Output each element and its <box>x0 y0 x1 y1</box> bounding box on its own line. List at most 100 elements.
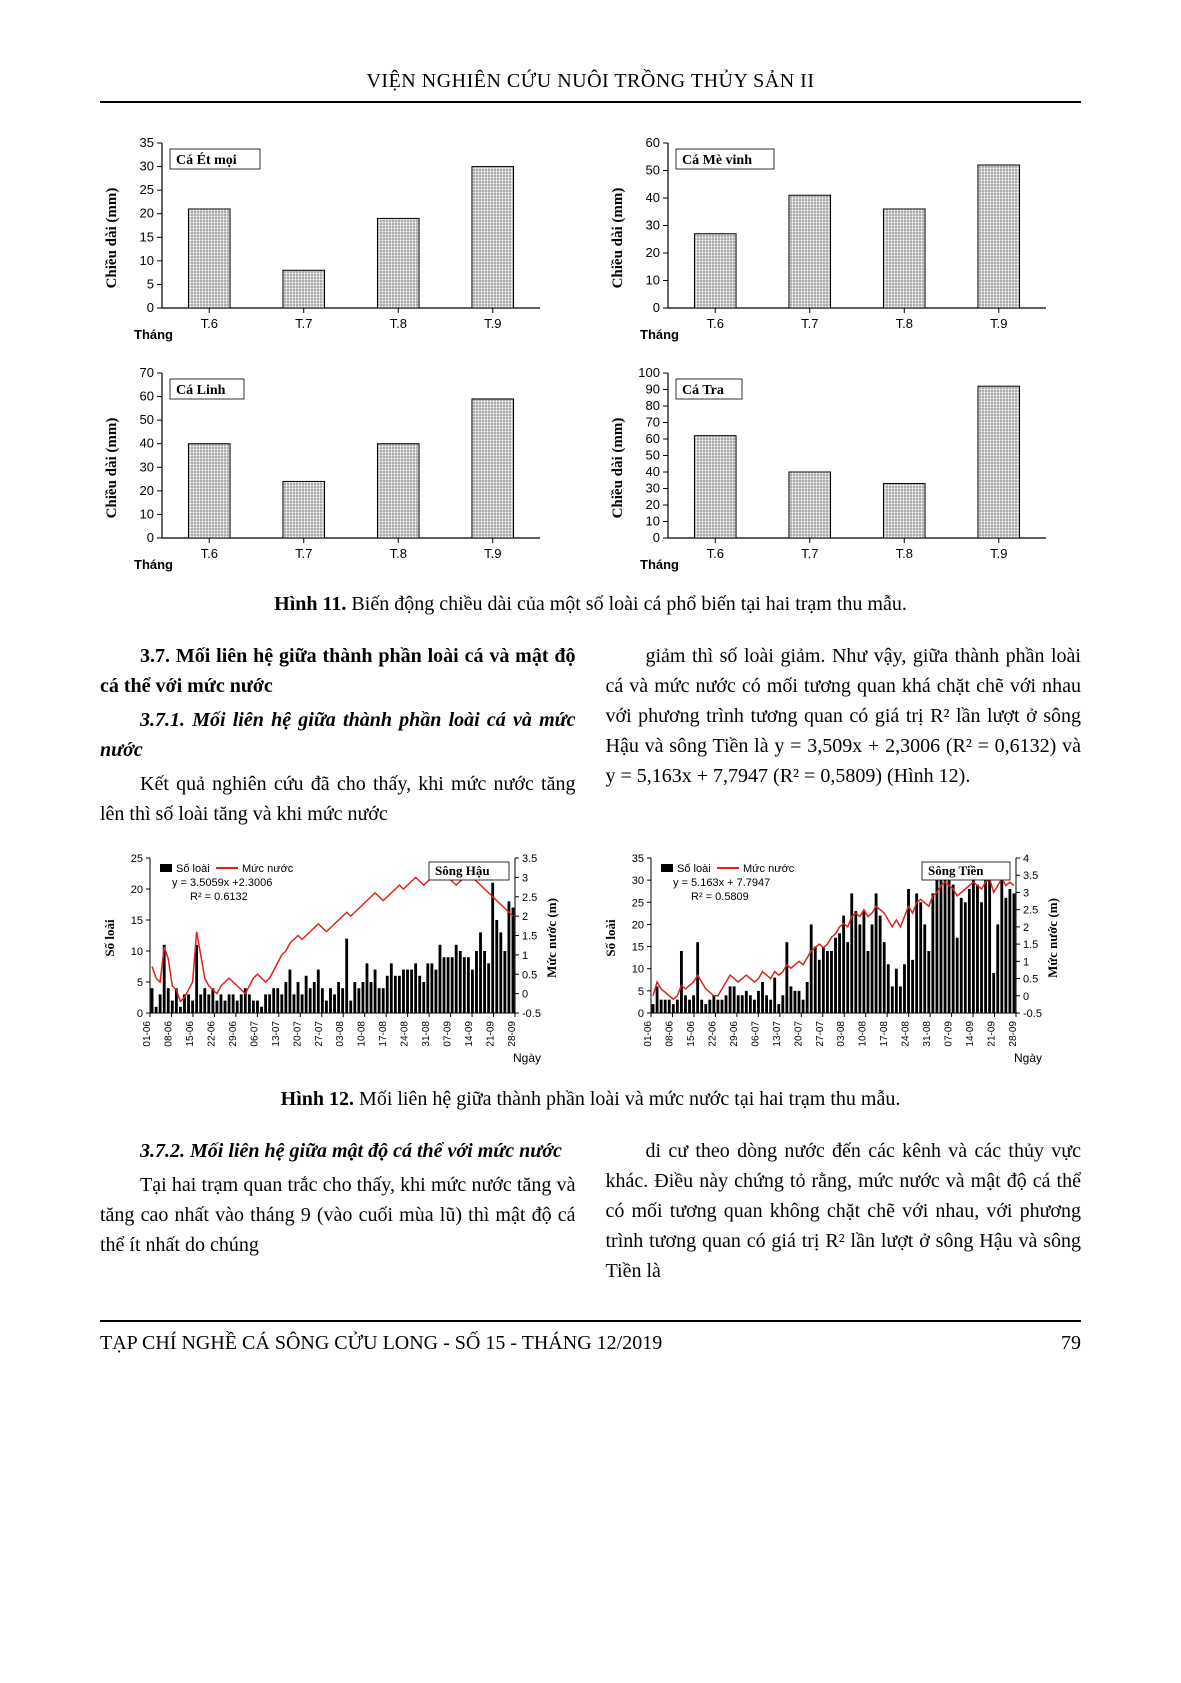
svg-text:08-06: 08-06 <box>664 1021 675 1047</box>
text-block-1-right: giảm thì số loài giảm. Như vậy, giữa thà… <box>606 641 1082 833</box>
svg-text:22-06: 22-06 <box>707 1021 718 1047</box>
page-header: VIỆN NGHIÊN CỨU NUÔI TRỒNG THỦY SẢN II <box>100 70 1081 93</box>
svg-text:10: 10 <box>140 253 154 268</box>
svg-text:30: 30 <box>631 875 643 887</box>
svg-text:21-09: 21-09 <box>486 1021 497 1047</box>
svg-text:R² = 0.6132: R² = 0.6132 <box>190 891 248 903</box>
svg-text:y = 3.5059x +2.3006: y = 3.5059x +2.3006 <box>172 877 272 889</box>
svg-text:80: 80 <box>645 398 659 413</box>
svg-text:T.6: T.6 <box>706 546 723 561</box>
svg-text:Số loài: Số loài <box>176 863 210 875</box>
svg-text:Ngày: Ngày <box>513 1051 541 1065</box>
svg-text:Mức nước (m): Mức nước (m) <box>544 898 559 978</box>
footer-page-number: 79 <box>1061 1332 1081 1355</box>
svg-text:17-08: 17-08 <box>879 1021 890 1047</box>
figure-11-caption: Hình 11. Biến động chiều dài của một số … <box>100 593 1081 616</box>
footer-journal: TẠP CHÍ NGHỀ CÁ SÔNG CỬU LONG - SỐ 15 - … <box>100 1332 662 1355</box>
bar-chart: 010203040506070T.6T.7T.8T.9Cá LinhChiều … <box>100 363 576 573</box>
svg-text:0.5: 0.5 <box>522 969 537 981</box>
svg-text:60: 60 <box>140 389 154 404</box>
svg-text:5: 5 <box>637 986 643 998</box>
svg-text:17-08: 17-08 <box>378 1021 389 1047</box>
svg-text:-0.5: -0.5 <box>522 1008 541 1020</box>
svg-text:2: 2 <box>522 911 528 923</box>
svg-text:T.6: T.6 <box>201 546 218 561</box>
svg-text:Số loài: Số loài <box>102 919 117 957</box>
svg-text:25: 25 <box>140 182 154 197</box>
text-block-2-right: di cư theo dòng nước đến các kênh và các… <box>606 1136 1082 1290</box>
svg-text:100: 100 <box>638 365 660 380</box>
svg-text:01-06: 01-06 <box>142 1021 153 1047</box>
figure-11-caption-prefix: Hình 11. <box>274 593 346 615</box>
figure-12-caption-text: Mối liên hệ giữa thành phần loài và mức … <box>354 1088 900 1110</box>
svg-text:1: 1 <box>1023 956 1029 968</box>
bar-chart: 0102030405060708090100T.6T.7T.8T.9Cá Tra… <box>606 363 1082 573</box>
svg-text:29-06: 29-06 <box>228 1021 239 1047</box>
text-block-1-left: 3.7. Mối liên hệ giữa thành phần loài cá… <box>100 641 576 833</box>
svg-text:08-06: 08-06 <box>163 1021 174 1047</box>
svg-text:T.7: T.7 <box>295 316 312 331</box>
combo-chart: 05101520253035-0.500.511.522.533.5401-06… <box>601 848 1082 1073</box>
svg-text:Tháng: Tháng <box>640 557 679 572</box>
svg-text:30: 30 <box>645 218 659 233</box>
section-3-7-1-title: 3.7.1. Mối liên hệ giữa thành phần loài … <box>100 705 576 765</box>
svg-text:Mức nước: Mức nước <box>743 863 795 875</box>
para-3-7-1-right: giảm thì số loài giảm. Như vậy, giữa thà… <box>606 641 1082 791</box>
svg-text:31-08: 31-08 <box>922 1021 933 1047</box>
svg-text:0: 0 <box>652 300 659 315</box>
header-rule <box>100 101 1081 103</box>
svg-text:Cá Tra: Cá Tra <box>682 383 724 398</box>
page-footer: TẠP CHÍ NGHỀ CÁ SÔNG CỬU LONG - SỐ 15 - … <box>100 1332 1081 1355</box>
svg-text:Sông Tiền: Sông Tiền <box>928 863 984 878</box>
svg-text:50: 50 <box>140 412 154 427</box>
svg-text:15: 15 <box>140 229 154 244</box>
svg-text:20-07: 20-07 <box>292 1021 303 1047</box>
text-block-2: 3.7.2. Mối liên hệ giữa mật độ cá thể vớ… <box>100 1136 1081 1290</box>
svg-text:24-08: 24-08 <box>400 1021 411 1047</box>
svg-text:Ngày: Ngày <box>1013 1051 1041 1065</box>
svg-text:20: 20 <box>140 483 154 498</box>
svg-text:y = 5.163x + 7.7947: y = 5.163x + 7.7947 <box>673 877 770 889</box>
svg-text:T.9: T.9 <box>484 316 501 331</box>
svg-text:5: 5 <box>137 977 143 989</box>
svg-text:0: 0 <box>147 300 154 315</box>
svg-text:60: 60 <box>645 431 659 446</box>
svg-text:07-09: 07-09 <box>443 1021 454 1047</box>
figure-12-caption-prefix: Hình 12. <box>281 1088 354 1110</box>
svg-text:T.8: T.8 <box>895 316 912 331</box>
svg-text:T.8: T.8 <box>390 316 407 331</box>
svg-text:30: 30 <box>645 481 659 496</box>
svg-text:T.6: T.6 <box>706 316 723 331</box>
svg-text:Tháng: Tháng <box>134 327 173 342</box>
svg-text:10-08: 10-08 <box>857 1021 868 1047</box>
svg-text:0: 0 <box>1023 991 1029 1003</box>
svg-text:1.5: 1.5 <box>522 931 537 943</box>
svg-text:T.9: T.9 <box>990 546 1007 561</box>
svg-text:Chiều dài (mm): Chiều dài (mm) <box>104 188 120 289</box>
svg-text:70: 70 <box>645 415 659 430</box>
svg-text:70: 70 <box>140 365 154 380</box>
svg-text:27-07: 27-07 <box>814 1021 825 1047</box>
svg-text:20: 20 <box>131 884 143 896</box>
svg-text:R² = 0.5809: R² = 0.5809 <box>691 891 749 903</box>
svg-text:T.7: T.7 <box>801 546 818 561</box>
svg-text:T.9: T.9 <box>990 316 1007 331</box>
svg-text:3.5: 3.5 <box>1023 870 1038 882</box>
para-3-7-2-right: di cư theo dòng nước đến các kênh và các… <box>606 1136 1082 1286</box>
svg-text:2.5: 2.5 <box>522 892 537 904</box>
svg-text:Tháng: Tháng <box>134 557 173 572</box>
svg-text:20: 20 <box>631 919 643 931</box>
svg-text:2.5: 2.5 <box>1023 905 1038 917</box>
svg-text:4: 4 <box>1023 853 1029 865</box>
page: VIỆN NGHIÊN CỨU NUÔI TRỒNG THỦY SẢN II 0… <box>0 0 1181 1405</box>
bar-chart: 0102030405060T.6T.7T.8T.9Cá Mè vinhChiều… <box>606 133 1082 343</box>
svg-text:14-09: 14-09 <box>464 1021 475 1047</box>
svg-text:31-08: 31-08 <box>421 1021 432 1047</box>
svg-text:1: 1 <box>522 950 528 962</box>
svg-text:13-07: 13-07 <box>771 1021 782 1047</box>
svg-text:-0.5: -0.5 <box>1023 1008 1042 1020</box>
svg-text:10: 10 <box>131 946 143 958</box>
svg-text:Chiều dài (mm): Chiều dài (mm) <box>610 418 626 519</box>
svg-text:T.7: T.7 <box>801 316 818 331</box>
svg-text:Cá Ét mọi: Cá Ét mọi <box>176 151 237 168</box>
